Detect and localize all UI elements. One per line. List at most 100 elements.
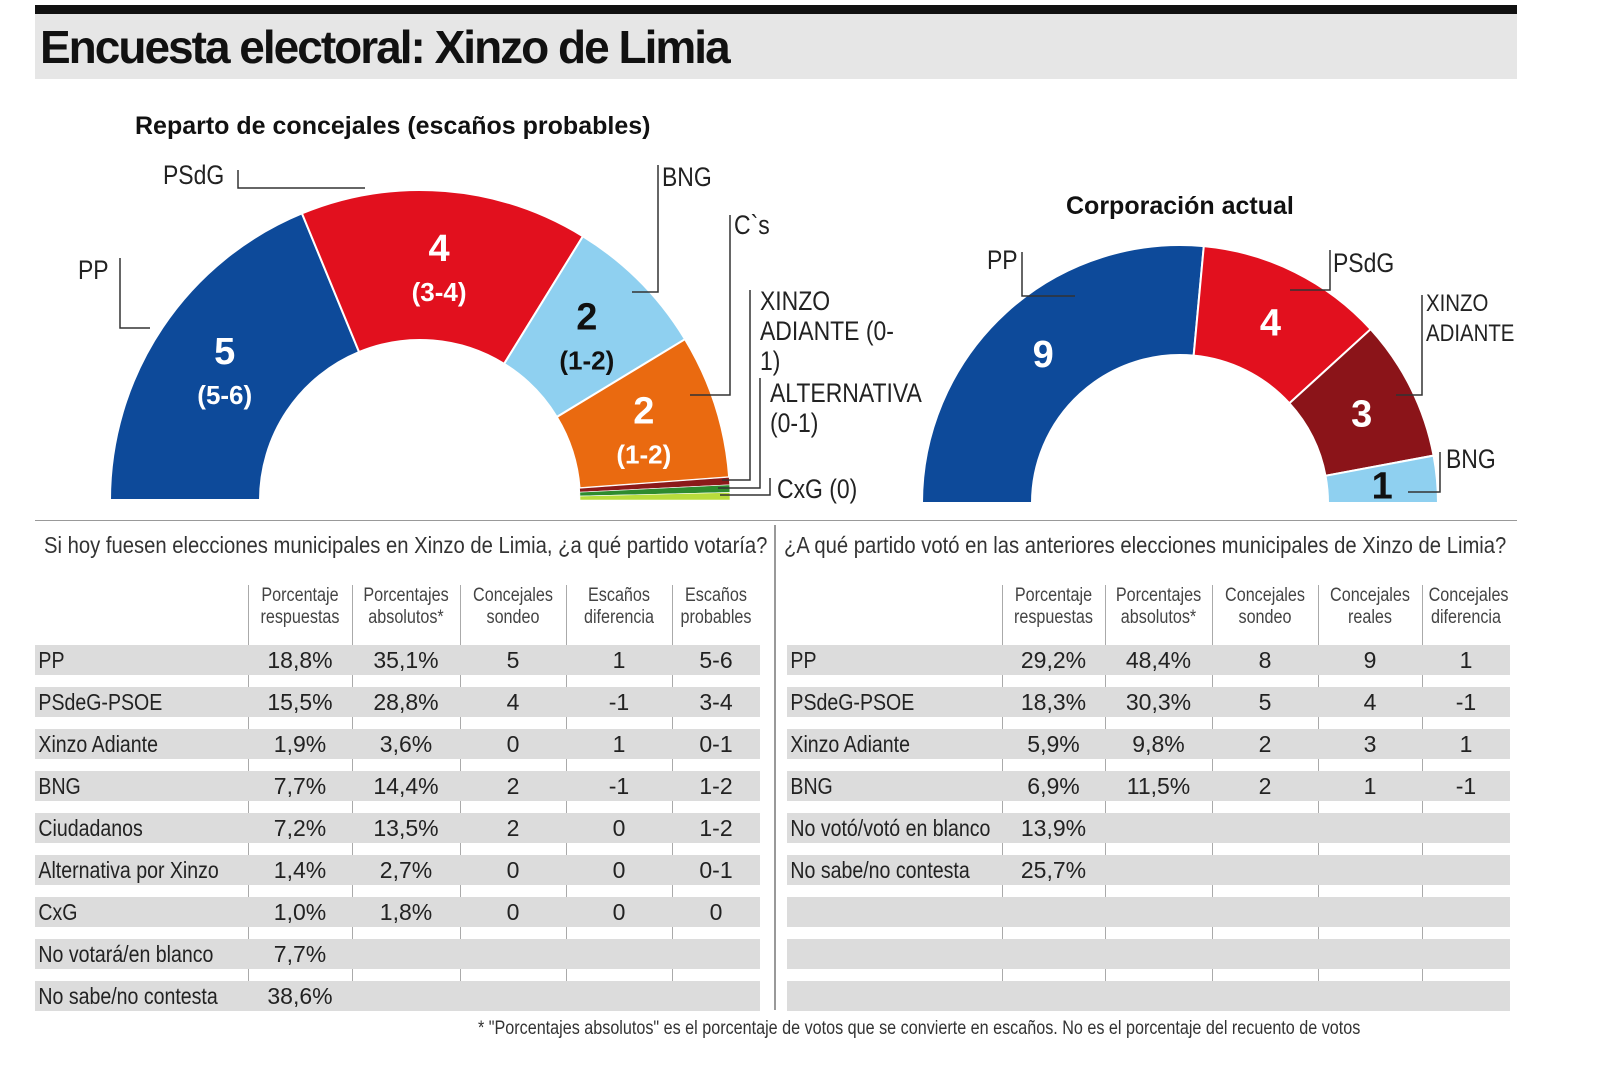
table-cell: 1	[1363, 773, 1377, 799]
row-label: Ciudadanos	[38, 815, 143, 841]
row-label: No sabe/no contesta	[790, 857, 970, 883]
table-cell	[566, 939, 672, 969]
table-cell: 29,2%	[1020, 647, 1087, 673]
table-row	[787, 981, 1510, 1011]
column-header: Escaños diferencia	[583, 585, 655, 628]
table-cell: 9,8%	[1132, 731, 1185, 757]
label-cs: C`s	[734, 210, 770, 240]
table-cell	[1422, 981, 1510, 1011]
table-cell	[1212, 813, 1318, 843]
table-cell	[460, 939, 566, 969]
column-header: Concejales sondeo	[473, 585, 553, 628]
table-cell: 2	[506, 815, 520, 841]
table-cell	[672, 939, 760, 969]
label-cxg: CxG (0)	[777, 474, 858, 504]
slice-0	[920, 244, 1205, 504]
table-cell: 0-1	[699, 857, 733, 883]
table-cell: 1	[1459, 647, 1473, 673]
table-cell: 3,6%	[379, 731, 433, 757]
table-cell: 5	[506, 647, 520, 673]
table-cell	[352, 939, 460, 969]
row-label: PP	[38, 647, 65, 673]
table-cell	[1212, 897, 1318, 927]
question-right: ¿A qué partido votó en las anteriores el…	[784, 532, 1507, 558]
table-cell: 28,8%	[373, 689, 439, 715]
table-cell	[352, 981, 460, 1011]
slice-value: 4	[1260, 302, 1281, 344]
table-row: Xinzo Adiante 1,9% 3,6% 0 1 0-1	[35, 729, 760, 759]
table-cell: 0	[612, 815, 626, 841]
table-row	[787, 897, 1510, 927]
table-cell: 2	[506, 773, 520, 799]
table-cell: 0	[612, 857, 626, 883]
row-label: BNG	[38, 773, 81, 799]
table-cell	[1002, 981, 1105, 1011]
footnote: * "Porcentajes absolutos" es el porcenta…	[478, 1018, 1361, 1039]
row-label: No votará/en blanco	[38, 941, 214, 967]
row-label: No sabe/no contesta	[38, 983, 218, 1009]
table-cell	[1318, 897, 1422, 927]
table-cell: 7,7%	[273, 941, 327, 967]
table-cell	[1422, 939, 1510, 969]
table-row: BNG 6,9% 11,5% 2 1 -1	[787, 771, 1510, 801]
table-cell: 1,0%	[273, 899, 327, 925]
table-cell: 2	[1258, 773, 1272, 799]
table-cell	[1105, 897, 1212, 927]
table-row: PP 18,8% 35,1% 5 1 5-6	[35, 645, 760, 675]
row-label: PSdeG-PSOE	[38, 689, 163, 715]
table-row: PSdeG-PSOE 15,5% 28,8% 4 -1 3-4	[35, 687, 760, 717]
table-cell	[1422, 855, 1510, 885]
table-row: No sabe/no contesta 38,6%	[35, 981, 760, 1011]
table-cell: 48,4%	[1125, 647, 1192, 673]
table-cell: 0	[506, 857, 520, 883]
row-label: PP	[790, 647, 817, 673]
table-cell: 5	[1258, 689, 1272, 715]
table-cell: 7,2%	[273, 815, 327, 841]
table-cell: 13,5%	[373, 815, 439, 841]
slice-value: 2	[633, 390, 654, 432]
table-cell	[1318, 855, 1422, 885]
table-cell: 1-2	[699, 773, 733, 799]
table-cell: 5,9%	[1027, 731, 1080, 757]
column-header: Concejales sondeo	[1225, 585, 1305, 628]
table-cell	[672, 981, 760, 1011]
row-label: BNG	[790, 773, 833, 799]
slice-3	[1324, 454, 1440, 504]
top-rule	[35, 5, 1517, 14]
table-cell: 18,3%	[1020, 689, 1087, 715]
label-xinzo-adiante-actual: XINZO ADIANTE	[1426, 290, 1515, 347]
slice-range: (5-6)	[197, 380, 252, 410]
column-header: Porcentaje respuestas	[1013, 585, 1093, 628]
table-cell: 1	[612, 731, 626, 757]
table-row: PSdeG-PSOE 18,3% 30,3% 5 4 -1	[787, 687, 1510, 717]
table-cell: 1,4%	[273, 857, 327, 883]
question-left: Si hoy fuesen elecciones municipales en …	[44, 532, 768, 558]
table-cell: -1	[1455, 689, 1477, 715]
table-cell: -1	[608, 773, 630, 799]
table-cell: 3-4	[699, 689, 733, 715]
slice-range: (1-2)	[559, 346, 614, 376]
table-cell: 1,9%	[273, 731, 327, 757]
table-cell: 18,8%	[267, 647, 333, 673]
table-cell	[1002, 939, 1105, 969]
chart-title-right: Corporación actual	[1066, 192, 1294, 220]
table-cell	[1105, 939, 1212, 969]
table-cell	[1422, 813, 1510, 843]
table-cell	[1212, 981, 1318, 1011]
table-cell: 2	[1258, 731, 1272, 757]
slice-value: 1	[1372, 465, 1393, 507]
table-row: No votará/en blanco 7,7%	[35, 939, 760, 969]
table-cell: 1	[1459, 731, 1473, 757]
label-bng-actual: BNG	[1446, 444, 1496, 474]
slice-1	[300, 189, 585, 366]
column-header: Escaños probables	[680, 585, 752, 628]
table-cell: 11,5%	[1126, 773, 1191, 799]
column-header: Concejales diferencia	[1428, 585, 1509, 628]
row-label	[787, 897, 970, 927]
table-cell: 38,6%	[267, 983, 333, 1009]
leader-lines	[119, 165, 1441, 496]
table-cell: 13,9%	[1020, 815, 1087, 841]
table-cell: 0	[709, 899, 723, 925]
table-cell: 3	[1363, 731, 1377, 757]
table-cell: 8	[1258, 647, 1272, 673]
